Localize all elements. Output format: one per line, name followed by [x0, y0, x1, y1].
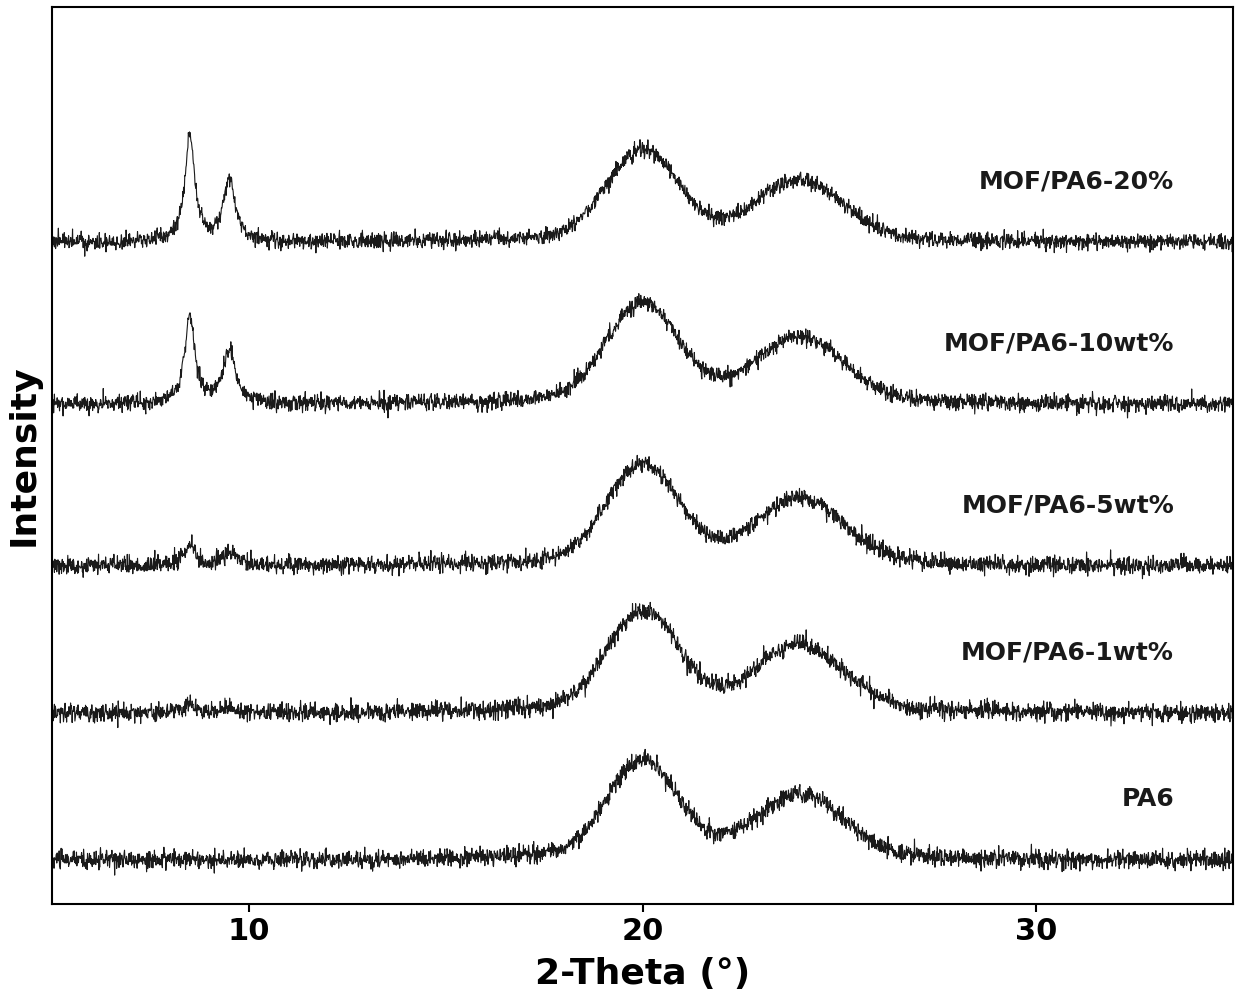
Text: PA6: PA6 [1121, 787, 1174, 811]
Text: MOF/PA6-1wt%: MOF/PA6-1wt% [961, 640, 1174, 664]
Text: MOF/PA6-5wt%: MOF/PA6-5wt% [961, 493, 1174, 517]
Text: MOF/PA6-20%: MOF/PA6-20% [978, 170, 1174, 194]
Text: MOF/PA6-10wt%: MOF/PA6-10wt% [944, 331, 1174, 355]
Y-axis label: Intensity: Intensity [7, 364, 41, 546]
X-axis label: 2-Theta (°): 2-Theta (°) [534, 957, 750, 991]
